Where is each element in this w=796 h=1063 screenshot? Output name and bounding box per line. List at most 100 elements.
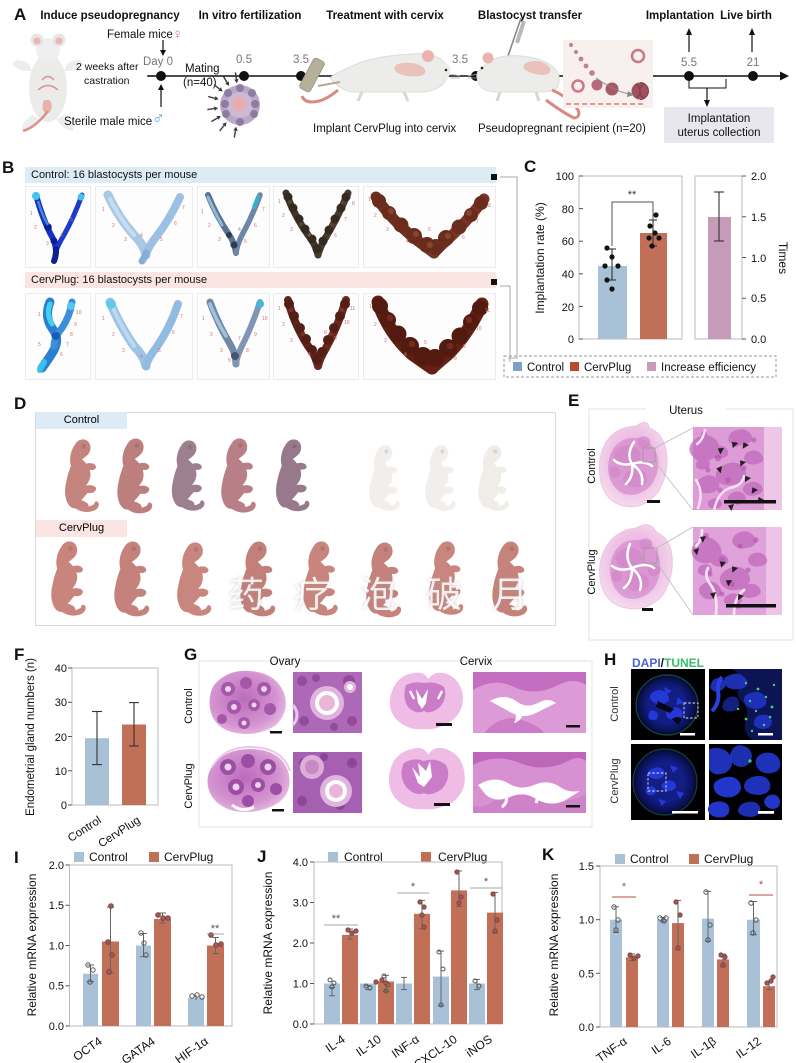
svg-text:Control: Control	[527, 362, 564, 374]
svg-text:1.5: 1.5	[49, 900, 64, 912]
svg-text:Uterus: Uterus	[669, 405, 703, 417]
svg-text:Mating: Mating	[185, 63, 220, 75]
svg-text:8: 8	[488, 203, 491, 209]
svg-text:Endometrial gland numbers (n): Endometrial gland numbers (n)	[25, 658, 37, 816]
svg-text:5: 5	[424, 340, 427, 346]
svg-text:Female mice: Female mice	[107, 29, 173, 41]
svg-text:1: 1	[202, 316, 205, 322]
svg-text:Implantation: Implantation	[646, 10, 714, 22]
svg-text:6: 6	[172, 330, 175, 336]
svg-text:1: 1	[278, 306, 281, 312]
svg-text:40: 40	[562, 269, 574, 281]
svg-text:castration: castration	[84, 75, 130, 87]
svg-text:CervPlug: CervPlug	[438, 850, 487, 864]
svg-text:60: 60	[562, 236, 574, 248]
svg-text:10: 10	[55, 766, 67, 778]
svg-text:9: 9	[334, 336, 337, 342]
svg-text:0.5: 0.5	[579, 968, 594, 980]
svg-text:GATA4: GATA4	[119, 1034, 158, 1063]
svg-text:(n=40): (n=40)	[183, 77, 217, 89]
svg-text:5: 5	[158, 348, 161, 354]
svg-text:8: 8	[352, 201, 355, 207]
svg-text:7: 7	[66, 342, 69, 348]
svg-text:11: 11	[485, 308, 490, 314]
svg-text:6: 6	[462, 235, 465, 241]
svg-text:1: 1	[102, 316, 105, 322]
svg-text:2: 2	[374, 213, 377, 219]
svg-text:10: 10	[262, 316, 268, 322]
svg-text:Live birth: Live birth	[720, 10, 772, 22]
svg-text:3: 3	[386, 227, 389, 233]
svg-text:Control: Control	[586, 448, 598, 483]
svg-text:♀: ♀	[172, 26, 183, 43]
svg-text:80: 80	[562, 204, 574, 216]
svg-text:1: 1	[38, 312, 41, 318]
svg-text:5: 5	[38, 342, 41, 348]
svg-text:0: 0	[568, 334, 574, 346]
svg-text:Control: Control	[89, 850, 128, 864]
svg-text:TNF-α: TNF-α	[594, 1034, 630, 1063]
svg-text:1.0: 1.0	[579, 915, 594, 927]
svg-text:10: 10	[344, 320, 350, 326]
svg-text:Cervix: Cervix	[460, 656, 493, 668]
svg-text:9: 9	[254, 332, 257, 338]
svg-text:Ovary: Ovary	[270, 656, 301, 668]
svg-text:3.5: 3.5	[293, 54, 309, 66]
svg-text:1.5: 1.5	[751, 212, 766, 224]
svg-text:3: 3	[384, 338, 387, 344]
svg-text:3: 3	[124, 237, 127, 243]
svg-text:3.5: 3.5	[452, 54, 468, 66]
svg-text:5: 5	[428, 227, 431, 233]
svg-text:IL-4: IL-4	[323, 1032, 348, 1056]
svg-text:CervPlug: CervPlug	[586, 549, 598, 594]
svg-text:3: 3	[220, 348, 223, 354]
svg-text:8: 8	[454, 356, 457, 362]
svg-text:**: **	[211, 923, 220, 935]
svg-text:3: 3	[122, 348, 125, 354]
svg-text:DAPI/TUNEL: DAPI/TUNEL	[632, 656, 704, 670]
svg-text:0.5: 0.5	[49, 981, 64, 993]
svg-text:Control: Control	[630, 852, 669, 866]
svg-text:Pseudopregnant recipient (n=20: Pseudopregnant recipient (n=20)	[478, 123, 646, 135]
svg-text:7: 7	[238, 336, 241, 342]
svg-text:Implant CervPlug into cervix: Implant CervPlug into cervix	[313, 123, 456, 135]
svg-text:5: 5	[160, 237, 163, 243]
svg-text:Times: Times	[776, 242, 790, 274]
svg-text:0.0: 0.0	[579, 1022, 594, 1034]
svg-text:7: 7	[182, 205, 185, 211]
svg-text:8: 8	[70, 332, 73, 338]
svg-text:5: 5	[244, 239, 247, 245]
svg-text:Implantation rate (%): Implantation rate (%)	[533, 202, 547, 313]
svg-text:0.0: 0.0	[293, 1019, 308, 1031]
svg-text:0.0: 0.0	[751, 334, 766, 346]
svg-text:CervPlug: CervPlug	[584, 362, 631, 374]
svg-text:4.0: 4.0	[293, 857, 308, 869]
svg-text:6: 6	[254, 223, 257, 229]
svg-text:Blastocyst transfer: Blastocyst transfer	[478, 10, 583, 22]
svg-text:4: 4	[406, 239, 409, 245]
svg-text:6: 6	[334, 233, 337, 239]
svg-text:Day 0: Day 0	[143, 56, 173, 68]
svg-text:7: 7	[476, 219, 479, 225]
svg-text:*: *	[484, 876, 489, 888]
svg-text:Induce pseudopregnancy: Induce pseudopregnancy	[40, 10, 180, 22]
svg-text:CervPlug: CervPlug	[164, 850, 213, 864]
svg-text:2: 2	[34, 225, 37, 231]
svg-text:IL-1β: IL-1β	[688, 1034, 719, 1061]
svg-text:2 weeks after: 2 weeks after	[76, 61, 139, 73]
svg-text:*: *	[759, 879, 764, 891]
svg-text:CervPlug: CervPlug	[184, 763, 195, 808]
svg-text:iNOS: iNOS	[463, 1032, 495, 1060]
svg-text:Relative mRNA expression: Relative mRNA expression	[261, 872, 275, 1015]
svg-text:2: 2	[112, 223, 115, 229]
svg-text:Implantation: Implantation	[688, 113, 751, 125]
svg-text:0: 0	[61, 800, 67, 812]
svg-text:4: 4	[308, 352, 311, 358]
svg-text:uterus collection: uterus collection	[677, 127, 760, 139]
svg-text:1.0: 1.0	[751, 253, 766, 265]
svg-text:OCT4: OCT4	[70, 1034, 105, 1063]
svg-text:20: 20	[55, 732, 67, 744]
svg-text:IL-6: IL-6	[649, 1034, 674, 1058]
svg-text:HIF-1α: HIF-1α	[172, 1034, 210, 1063]
svg-text:2: 2	[282, 213, 285, 219]
